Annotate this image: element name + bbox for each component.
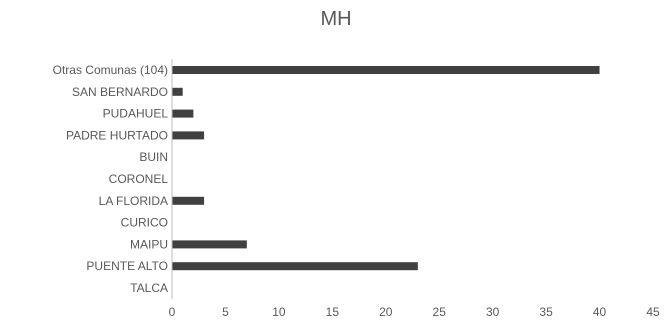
bar — [172, 196, 205, 205]
chart-title: MH — [320, 8, 352, 30]
category-label: CURICO — [121, 216, 168, 230]
category-label: MAIPU — [130, 237, 168, 251]
bar — [172, 262, 418, 271]
bar — [172, 109, 194, 118]
x-tick-label: 45 — [646, 305, 660, 319]
bar — [172, 131, 205, 140]
category-label: CORONEL — [109, 172, 169, 186]
x-tick-label: 5 — [222, 305, 229, 319]
category-label: SAN BERNARDO — [72, 85, 168, 99]
category-label: PADRE HURTADO — [66, 128, 168, 142]
x-tick-labels: 0 5 10 15 20 25 30 35 40 45 — [169, 305, 660, 319]
x-tick-label: 25 — [433, 305, 447, 319]
x-tick-label: 35 — [539, 305, 553, 319]
category-label: PUENTE ALTO — [86, 259, 168, 273]
bar — [172, 240, 247, 249]
category-label: LA FLORIDA — [99, 194, 168, 208]
category-label: TALCA — [130, 281, 168, 295]
bar — [172, 87, 183, 96]
category-labels: Otras Comunas (104) SAN BERNARDO PUDAHUEL P… — [53, 63, 169, 295]
category-label: Otras Comunas (104) — [53, 63, 168, 77]
x-tick-label: 10 — [272, 305, 286, 319]
x-tick-label: 40 — [593, 305, 607, 319]
x-tick-label: 20 — [379, 305, 393, 319]
category-label: PUDAHUEL — [103, 107, 169, 121]
x-tick-label: 0 — [169, 305, 176, 319]
category-label: BUIN — [139, 150, 168, 164]
bars — [172, 66, 600, 271]
x-tick-label: 30 — [486, 305, 500, 319]
x-tick-label: 15 — [326, 305, 340, 319]
bar — [172, 66, 600, 74]
